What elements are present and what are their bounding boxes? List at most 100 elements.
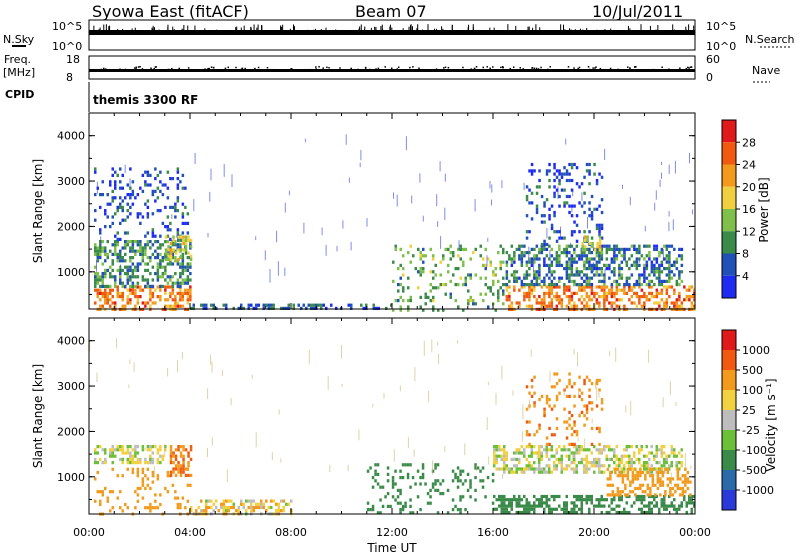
echo-cell [174,457,178,461]
echo-cell [240,303,243,307]
echo-cell [603,304,606,308]
echo-cell [310,306,313,310]
echo-cell [655,270,659,274]
echo-cell [545,501,548,505]
echo-cell [660,279,664,283]
echo-cell [635,267,639,271]
echo-cell [419,270,422,274]
echo-cell [104,291,107,295]
echo-cell [600,223,604,227]
echo-cell [545,273,549,277]
echo-cell [225,303,228,307]
echo-cell [181,186,185,190]
echo-cell [685,295,689,299]
noise-streak [661,161,663,165]
echo-cell [257,303,260,307]
echo-cell [131,256,135,260]
echo-cell [469,482,472,486]
echo-cell [250,499,253,503]
echo-cell [555,298,559,302]
echo-cell [94,461,97,465]
echo-cell [525,385,529,389]
echo-cell [181,215,185,219]
echo-cell [540,285,544,289]
echo-cell [530,445,533,449]
colorbar-tick-label: -500 [742,464,767,477]
echo-cell [550,470,553,474]
echo-cell [558,391,561,395]
echo-cell [116,209,119,213]
echo-cell [464,283,467,287]
echo-cell [94,265,97,269]
echo-cell [176,262,180,266]
echo-cell [588,494,591,499]
echo-cell [588,169,591,173]
echo-cell [540,501,543,505]
echo-cell [680,301,684,305]
echo-cell [645,510,648,515]
echo-cell [182,470,185,474]
echo-cell [131,457,135,461]
echo-cell [119,180,122,184]
echo-cell [432,270,435,274]
echo-cell [668,251,671,255]
echo-cell [645,467,648,471]
echo-cell [649,490,652,494]
echo-cell [121,304,124,308]
noise-streak [690,465,692,469]
echo-cell [533,257,536,261]
y-tick-label: 3000 [57,175,85,188]
echo-cell [688,285,691,289]
echo-cell [690,295,694,299]
echo-cell [399,501,402,505]
echo-cell [568,285,571,289]
echo-cell [649,467,652,471]
echo-cell [568,372,571,376]
echo-cell [151,295,155,299]
echo-cell [134,240,137,244]
echo-cell [568,295,571,299]
echo-cell [146,212,150,216]
nave-dot [119,68,121,70]
echo-cell [385,306,388,310]
echo-cell [538,464,541,468]
echo-cell [670,263,674,267]
echo-cell [164,248,168,252]
echo-cell [176,284,180,288]
echo-cell [528,420,531,424]
echo-cell [555,257,559,261]
echo-cell [146,301,150,305]
echo-cell [624,483,627,487]
echo-cell [528,507,531,511]
echo-cell [508,304,511,308]
echo-cell [513,251,516,255]
echo-cell [570,298,574,302]
echo-cell [525,304,529,308]
echo-cell [679,477,682,481]
echo-cell [598,470,601,474]
echo-cell [121,291,124,295]
echo-cell [684,474,687,478]
echo-cell [474,273,477,277]
echo-cell [535,283,539,287]
echo-cell [550,494,553,499]
echo-cell [124,243,127,247]
noise-streak [89,341,91,351]
echo-cell [141,470,145,475]
echo-cell [575,464,578,468]
echo-cell [663,301,666,305]
echo-cell [104,461,107,465]
echo-cell [585,375,589,379]
echo-cell [545,494,548,499]
nave-dot [328,66,330,69]
echo-cell [570,260,574,264]
echo-cell [525,194,529,199]
echo-cell [555,239,559,243]
noise-streak [624,247,626,263]
echo-cell [638,507,641,511]
echo-cell [182,467,185,471]
colorbar-segment [722,430,736,450]
echo-cell [116,291,119,295]
echo-cell [581,245,584,249]
echo-cell [553,230,556,234]
